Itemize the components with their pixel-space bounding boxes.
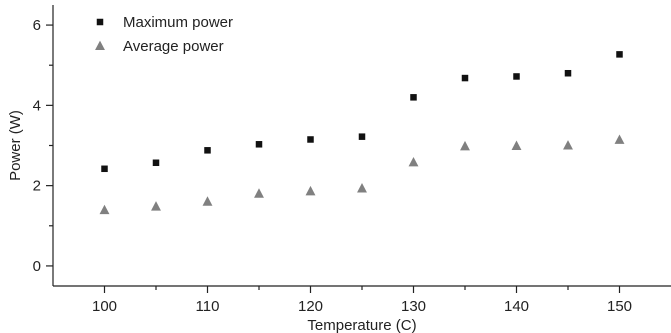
- point-maximum-power: [410, 94, 417, 101]
- y-tick-label: 6: [33, 17, 41, 34]
- point-average-power: [563, 140, 573, 150]
- x-tick-label: 100: [92, 298, 117, 315]
- point-maximum-power: [255, 141, 263, 148]
- point-average-power: [408, 156, 419, 167]
- point-average-power: [511, 140, 522, 150]
- point-maximum-power: [513, 73, 520, 80]
- point-maximum-power: [152, 159, 160, 167]
- point-maximum-power: [358, 133, 366, 140]
- point-average-power: [254, 188, 264, 198]
- x-tick-label: 140: [504, 298, 529, 315]
- point-average-power: [614, 134, 625, 144]
- data-points: [99, 51, 625, 215]
- x-tick-label: 120: [298, 298, 323, 315]
- x-ticks: 100 110 120 130 140 150: [92, 286, 632, 315]
- point-average-power: [357, 183, 367, 193]
- y-tick-label: 2: [33, 178, 41, 195]
- legend-label-average-power: Average power: [123, 38, 224, 55]
- point-maximum-power: [564, 69, 572, 77]
- point-maximum-power: [461, 74, 469, 82]
- legend-marker-average-power: [95, 40, 105, 51]
- point-maximum-power: [101, 165, 108, 173]
- y-tick-label: 0: [33, 258, 41, 275]
- point-average-power: [460, 140, 470, 151]
- point-maximum-power: [204, 147, 211, 154]
- x-tick-label: 110: [196, 298, 220, 315]
- legend: Maximum power Average power: [95, 14, 233, 55]
- legend-label-maximum-power: Maximum power: [123, 14, 233, 31]
- point-average-power: [202, 196, 213, 206]
- x-tick-label: 150: [607, 298, 632, 315]
- x-tick-label: 130: [401, 298, 426, 315]
- point-maximum-power: [307, 136, 314, 143]
- point-average-power: [151, 201, 161, 211]
- y-ticks: 0 2 4 6: [33, 17, 53, 275]
- point-average-power: [99, 204, 110, 215]
- legend-marker-maximum-power: [96, 18, 104, 26]
- y-axis-title: Power (W): [7, 110, 24, 181]
- x-axis-title: Temperature (C): [307, 317, 416, 333]
- point-maximum-power: [616, 51, 623, 58]
- point-average-power: [305, 185, 316, 196]
- y-tick-label: 4: [33, 97, 41, 114]
